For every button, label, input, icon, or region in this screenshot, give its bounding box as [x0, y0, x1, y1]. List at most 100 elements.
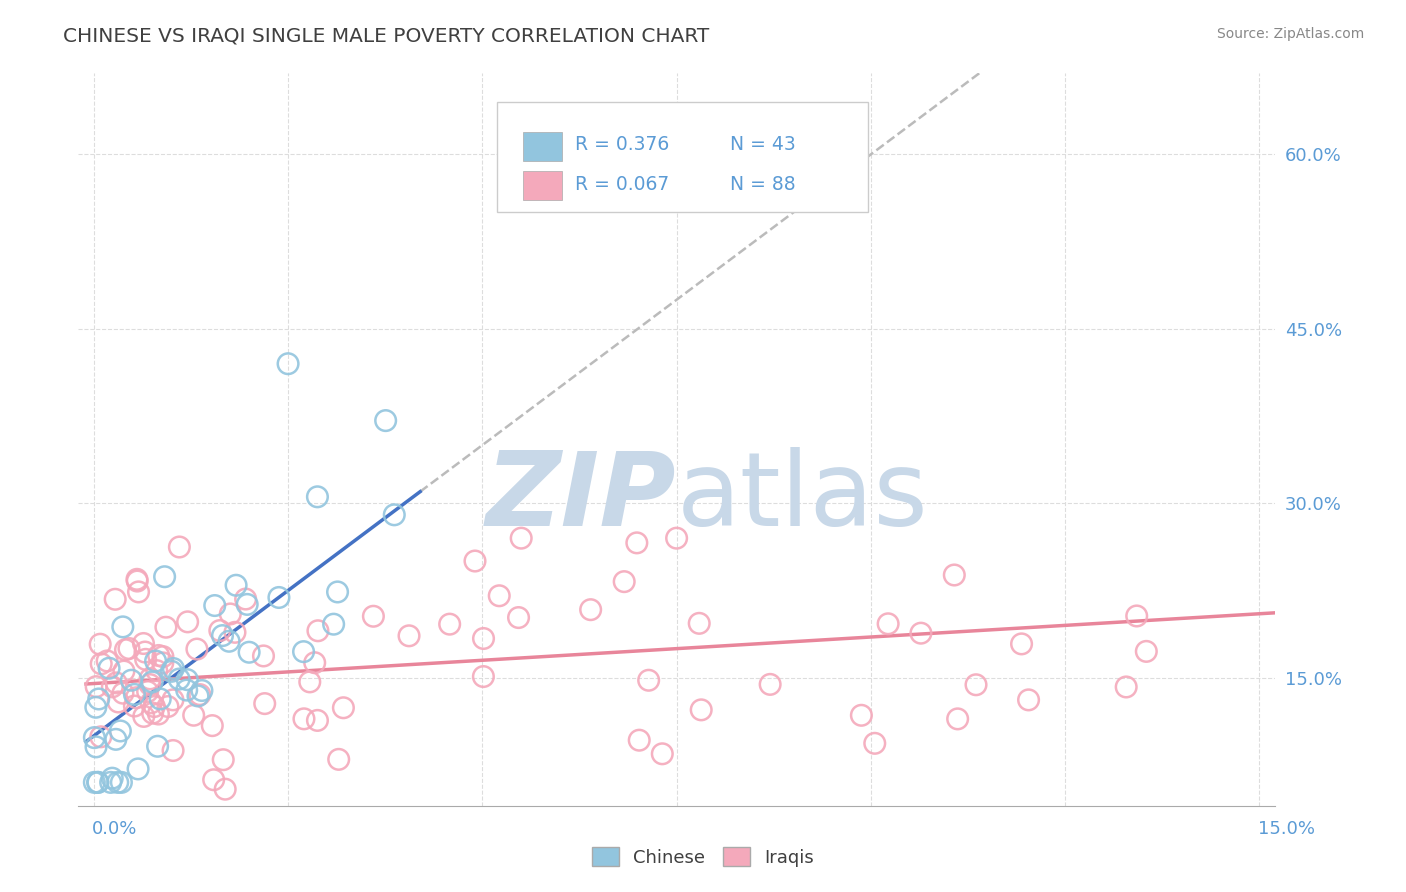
- Point: [472, 632, 495, 646]
- Point: [118, 641, 141, 656]
- Point: [626, 536, 648, 550]
- Point: [218, 634, 240, 648]
- Point: [212, 753, 235, 767]
- Point: [141, 675, 163, 690]
- Point: [101, 680, 124, 694]
- Point: [136, 684, 159, 698]
- Point: [307, 624, 329, 638]
- FancyBboxPatch shape: [523, 132, 562, 161]
- Point: [135, 652, 157, 666]
- Point: [139, 696, 162, 710]
- Point: [169, 540, 191, 554]
- Point: [90, 657, 112, 671]
- Point: [127, 574, 149, 588]
- Point: [139, 672, 162, 686]
- Point: [374, 414, 396, 428]
- Text: 15.0%: 15.0%: [1257, 820, 1315, 838]
- Point: [132, 636, 155, 650]
- Point: [125, 690, 148, 705]
- Point: [111, 686, 134, 700]
- Point: [162, 693, 184, 707]
- Point: [1125, 609, 1147, 624]
- Point: [162, 662, 184, 676]
- Point: [211, 629, 233, 643]
- Point: [235, 592, 257, 607]
- Point: [84, 680, 107, 694]
- Point: [201, 718, 224, 732]
- Point: [124, 699, 146, 714]
- Point: [176, 673, 198, 687]
- Point: [1011, 637, 1033, 651]
- Point: [946, 712, 969, 726]
- Point: [202, 772, 225, 787]
- Point: [219, 607, 242, 621]
- Point: [143, 699, 166, 714]
- Point: [665, 531, 688, 545]
- Point: [142, 706, 165, 720]
- Point: [176, 615, 198, 629]
- Point: [96, 654, 118, 668]
- Point: [152, 656, 174, 670]
- Point: [107, 775, 129, 789]
- Point: [225, 578, 247, 592]
- Point: [139, 677, 162, 691]
- Point: [236, 598, 259, 612]
- Point: [439, 617, 461, 632]
- Point: [83, 731, 105, 745]
- Point: [152, 649, 174, 664]
- Point: [187, 689, 209, 703]
- Point: [267, 591, 290, 605]
- Point: [110, 775, 132, 789]
- Point: [613, 574, 636, 589]
- Point: [851, 708, 873, 723]
- Point: [398, 629, 420, 643]
- Point: [863, 736, 886, 750]
- Point: [128, 585, 150, 599]
- Point: [149, 692, 172, 706]
- Point: [183, 708, 205, 723]
- Point: [322, 617, 344, 632]
- Point: [238, 645, 260, 659]
- Point: [307, 490, 329, 504]
- Point: [87, 775, 110, 789]
- Point: [332, 700, 354, 714]
- Point: [628, 733, 651, 747]
- Point: [1135, 644, 1157, 658]
- Point: [114, 642, 136, 657]
- Point: [464, 554, 486, 568]
- Point: [86, 775, 108, 789]
- Point: [1018, 693, 1040, 707]
- Text: R = 0.067: R = 0.067: [575, 175, 669, 194]
- Text: Source: ZipAtlas.com: Source: ZipAtlas.com: [1216, 27, 1364, 41]
- Point: [472, 669, 495, 683]
- Point: [191, 683, 214, 698]
- Point: [148, 648, 170, 663]
- Text: 0.0%: 0.0%: [91, 820, 136, 838]
- Point: [132, 709, 155, 723]
- Point: [104, 592, 127, 607]
- Point: [186, 642, 208, 657]
- Point: [83, 775, 105, 789]
- Point: [167, 672, 190, 686]
- Point: [910, 626, 932, 640]
- Point: [89, 637, 111, 651]
- Text: CHINESE VS IRAQI SINGLE MALE POVERTY CORRELATION CHART: CHINESE VS IRAQI SINGLE MALE POVERTY COR…: [63, 27, 710, 45]
- Point: [176, 683, 198, 698]
- Point: [84, 739, 107, 754]
- Point: [160, 665, 183, 679]
- Point: [637, 673, 659, 688]
- Point: [877, 616, 900, 631]
- Point: [277, 357, 299, 371]
- Text: R = 0.376: R = 0.376: [575, 136, 669, 154]
- Point: [146, 739, 169, 754]
- Point: [304, 656, 326, 670]
- Point: [100, 775, 122, 789]
- Point: [253, 697, 276, 711]
- Point: [759, 677, 782, 691]
- Point: [112, 664, 135, 678]
- Point: [328, 752, 350, 766]
- Point: [252, 648, 274, 663]
- Point: [488, 589, 510, 603]
- Point: [111, 620, 134, 634]
- Point: [965, 678, 987, 692]
